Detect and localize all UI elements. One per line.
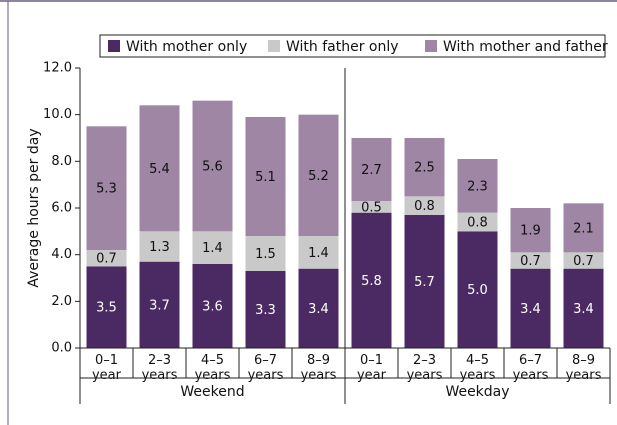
data-label: 2.3	[467, 179, 488, 194]
bar-segment	[245, 236, 286, 271]
data-label: 3.7	[149, 298, 170, 313]
bar-segment	[563, 203, 604, 253]
data-label: 1.4	[308, 246, 329, 261]
x-tick-label: 0–1 year	[357, 353, 387, 383]
bar-segment	[563, 268, 604, 348]
data-label: 5.1	[255, 170, 276, 185]
bar-segment	[351, 212, 392, 348]
y-tick-label: 2.0	[51, 294, 72, 309]
data-label: 5.3	[96, 182, 117, 197]
data-label: 3.4	[308, 302, 329, 317]
x-tick-label: 2–3 years	[142, 353, 178, 383]
x-tick-label: 4–5 years	[460, 353, 496, 383]
bar-segment	[86, 250, 127, 267]
bar-segment	[457, 159, 498, 213]
bar-segment	[192, 100, 233, 232]
legend-swatch	[425, 40, 437, 52]
bar-segment	[245, 271, 286, 348]
bar-segment	[298, 268, 339, 348]
y-axis-label: Average hours per day	[26, 128, 42, 287]
bar-segment	[139, 105, 180, 232]
legend-label: With mother and father	[443, 39, 608, 55]
data-label: 5.7	[414, 275, 435, 290]
x-tick-label: 6–7 years	[248, 353, 284, 383]
x-tick-label: 6–7 years	[513, 353, 549, 383]
data-label: 3.5	[96, 301, 117, 316]
data-label: 5.8	[361, 274, 382, 289]
data-label: 0.8	[467, 216, 488, 231]
data-label: 2.5	[414, 161, 435, 176]
bar-segment	[404, 196, 445, 215]
y-tick-label: 4.0	[51, 247, 72, 262]
data-label: 0.7	[96, 252, 117, 267]
x-tick-label: 2–3 years	[407, 353, 443, 383]
x-tick-label: 4–5 years	[195, 353, 231, 383]
legend-box	[99, 34, 606, 58]
bar-segment	[192, 264, 233, 348]
bar-segment	[563, 252, 604, 269]
data-label: 0.8	[414, 199, 435, 214]
y-tick-label: 0.0	[51, 341, 72, 356]
data-label: 1.3	[149, 240, 170, 255]
data-label: 1.5	[255, 247, 276, 262]
data-label: 1.4	[202, 241, 223, 256]
legend-label: With mother only	[126, 39, 247, 55]
legend-label: With father only	[286, 39, 399, 55]
data-label: 5.4	[149, 162, 170, 177]
bar-segment	[457, 231, 498, 348]
data-label: 2.7	[361, 163, 382, 178]
data-label: 5.0	[467, 283, 488, 298]
bar-segment	[298, 114, 339, 236]
x-tick-label: 8–9 years	[301, 353, 337, 383]
bar-segment	[298, 236, 339, 269]
legend-swatch	[108, 40, 120, 52]
bar-segment	[245, 117, 286, 236]
x-tick-label: 8–9 years	[566, 353, 602, 383]
bar-segment	[510, 268, 551, 348]
data-label: 1.9	[520, 224, 541, 239]
bar-segment	[139, 261, 180, 348]
data-label: 5.6	[202, 160, 223, 175]
bar-segment	[510, 252, 551, 269]
data-label: 3.6	[202, 300, 223, 315]
bar-segment	[139, 231, 180, 262]
data-label: 0.7	[573, 254, 594, 269]
data-label: 2.1	[573, 221, 594, 236]
data-label: 0.5	[361, 200, 382, 215]
bar-segment	[404, 138, 445, 197]
data-label: 0.7	[520, 254, 541, 269]
bar-segment	[510, 208, 551, 253]
bar-segment	[86, 266, 127, 348]
group-label: Weekend	[180, 384, 244, 400]
x-tick-label: 0–1 year	[92, 353, 122, 383]
y-tick-label: 12.0	[43, 61, 72, 76]
y-tick-label: 8.0	[51, 154, 72, 169]
data-label: 3.3	[255, 303, 276, 318]
bar-segment	[351, 201, 392, 213]
legend-swatch	[268, 40, 280, 52]
bar-segment	[404, 215, 445, 348]
bar-segment	[86, 126, 127, 250]
bar-segment	[351, 138, 392, 201]
data-label: 5.2	[308, 169, 329, 184]
bar-segment	[192, 231, 233, 264]
data-label: 3.4	[520, 302, 541, 317]
y-tick-label: 6.0	[51, 201, 72, 216]
group-label: Weekday	[445, 384, 509, 400]
bar-segment	[457, 212, 498, 232]
y-tick-label: 10.0	[43, 107, 72, 122]
data-label: 3.4	[573, 302, 594, 317]
